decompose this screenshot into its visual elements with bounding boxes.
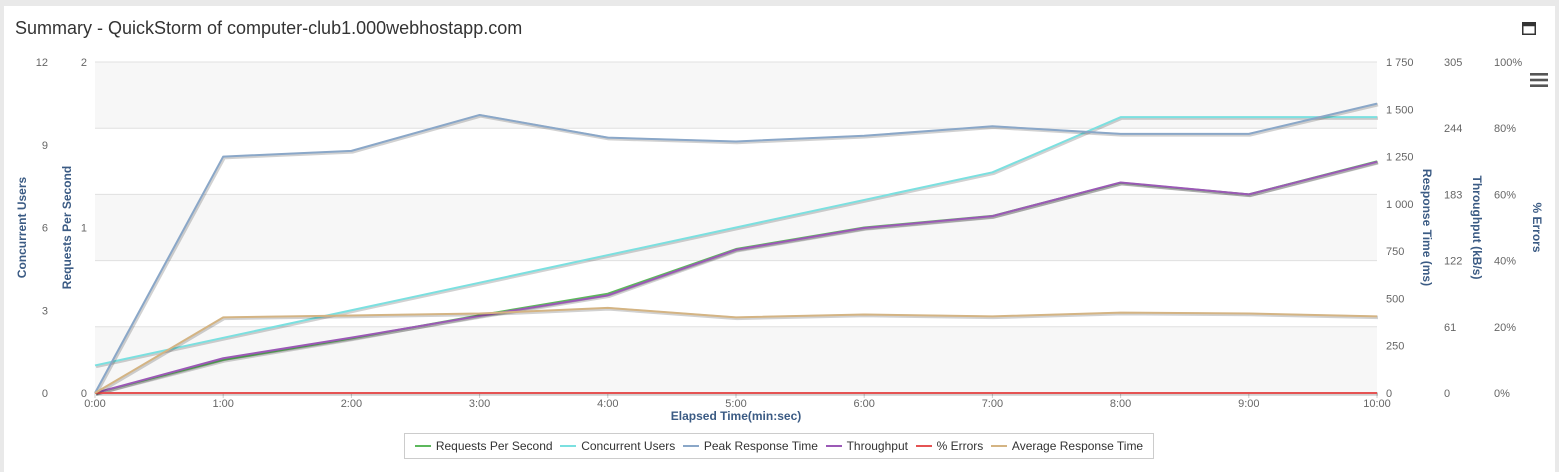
rps-tick-label: 0 (81, 388, 87, 400)
response-axis-title: Response Time (ms) (1420, 169, 1434, 286)
chart-legend: Requests Per Second Concurrent Users Peak … (404, 433, 1154, 459)
hamburger-menu-icon[interactable] (1530, 72, 1548, 88)
throughput-tick-label: 122 (1444, 256, 1462, 268)
rps-axis-title: Requests Per Second (60, 166, 74, 289)
throughput-line (94, 160, 1378, 394)
legend-label: Requests Per Second (435, 439, 553, 453)
x-tick-label: 3:00 (469, 398, 490, 410)
concurrent-users-line (94, 116, 1377, 367)
response-tick-label: 1 750 (1386, 57, 1414, 69)
legend-item-requests-per-second[interactable]: Requests Per Second (414, 439, 553, 453)
errors-tick-label: 60% (1494, 189, 1516, 201)
maximize-window-icon[interactable] (1522, 22, 1536, 35)
errors-tick-label: 0% (1494, 388, 1510, 400)
response-tick-label: 750 (1386, 246, 1404, 258)
concurrent-axis-title: Concurrent Users (15, 177, 29, 279)
errors-tick-label: 40% (1494, 256, 1516, 268)
x-tick-label: 1:00 (212, 398, 233, 410)
average-response-time-line (94, 306, 1378, 394)
errors-axis-title: % Errors (1530, 202, 1544, 252)
rps-tick-label: 2 (81, 57, 87, 69)
line-chart: 0:00 1:00 2:00 3:00 4:00 5:00 6:00 7:00 8:00 9:00… (15, 57, 1544, 423)
legend-swatch (682, 445, 699, 447)
concurrent-tick-label: 3 (42, 305, 48, 317)
concurrent-tick-label: 9 (42, 140, 48, 152)
response-tick-label: 250 (1386, 341, 1404, 353)
x-tick-label: 10:00 (1363, 398, 1391, 410)
errors-tick-label: 20% (1494, 322, 1516, 334)
x-tick-label: 0:00 (84, 398, 105, 410)
errors-tick-label: 100% (1494, 57, 1522, 69)
throughput-tick-label: 183 (1444, 189, 1462, 201)
response-tick-label: 0 (1386, 388, 1392, 400)
plot-band (95, 326, 1377, 393)
throughput-tick-label: 244 (1444, 123, 1462, 135)
legend-swatch (560, 445, 577, 447)
legend-label: Throughput (846, 439, 908, 453)
legend-swatch (825, 445, 842, 447)
legend-swatch (990, 445, 1007, 447)
legend-label: % Errors (936, 439, 984, 453)
throughput-tick-label: 61 (1444, 322, 1456, 334)
legend-item-errors[interactable]: % Errors (915, 439, 984, 453)
legend-label: Average Response Time (1011, 439, 1144, 453)
legend-item-peak-response-time[interactable]: Peak Response Time (682, 439, 818, 453)
x-tick-label: 5:00 (725, 398, 746, 410)
errors-tick-label: 80% (1494, 123, 1516, 135)
x-tick-label: 2:00 (341, 398, 362, 410)
response-tick-label: 500 (1386, 293, 1404, 305)
throughput-axis-title: Throughput (kB/s) (1470, 176, 1484, 280)
throughput-tick-label: 305 (1444, 57, 1462, 69)
rps-tick-label: 1 (81, 223, 87, 235)
x-tick-label: 9:00 (1238, 398, 1259, 410)
chart-title: Summary - QuickStorm of computer-club1.0… (15, 18, 523, 38)
response-tick-label: 1 500 (1386, 104, 1414, 116)
legend-label: Peak Response Time (703, 439, 818, 453)
legend-item-average-response-time[interactable]: Average Response Time (990, 439, 1144, 453)
x-axis-title: Elapsed Time(min:sec) (671, 409, 802, 423)
response-tick-label: 1 000 (1386, 199, 1414, 211)
legend-swatch (915, 445, 932, 447)
legend-item-concurrent-users[interactable]: Concurrent Users (560, 439, 675, 453)
legend-label: Concurrent Users (581, 439, 676, 453)
x-tick-label: 4:00 (597, 398, 618, 410)
peak-response-time-line (94, 102, 1378, 394)
concurrent-tick-label: 6 (42, 223, 48, 235)
concurrent-tick-label: 0 (42, 388, 48, 400)
concurrent-tick-label: 12 (36, 57, 48, 69)
x-tick-label: 7:00 (982, 398, 1003, 410)
legend-swatch (414, 445, 431, 447)
legend-item-throughput[interactable]: Throughput (825, 439, 908, 453)
x-tick-label: 6:00 (853, 398, 874, 410)
throughput-tick-label: 0 (1444, 388, 1450, 400)
response-tick-label: 1 250 (1386, 152, 1414, 164)
x-tick-label: 8:00 (1110, 398, 1131, 410)
